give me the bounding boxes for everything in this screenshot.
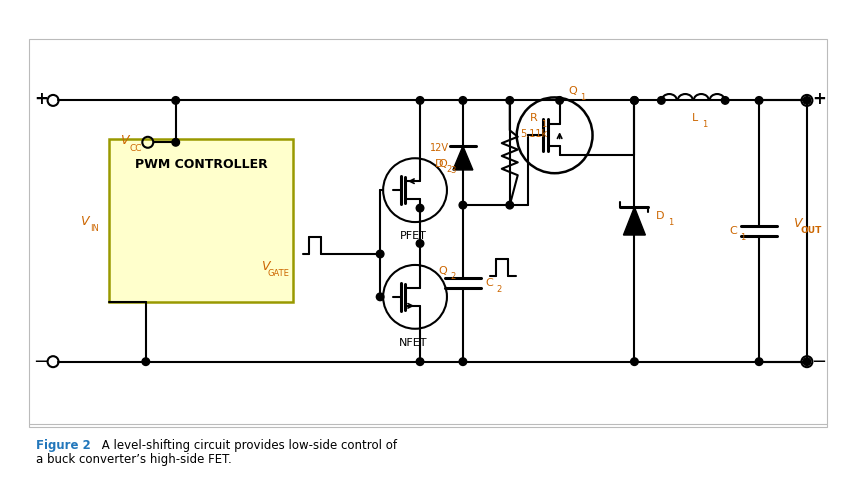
Polygon shape bbox=[453, 146, 473, 170]
Text: a buck converter’s high-side FET.: a buck converter’s high-side FET. bbox=[36, 453, 232, 466]
Text: V: V bbox=[261, 261, 269, 273]
Text: 1: 1 bbox=[580, 93, 585, 102]
Circle shape bbox=[657, 97, 665, 104]
Circle shape bbox=[377, 293, 384, 301]
Text: 1: 1 bbox=[668, 218, 673, 226]
Circle shape bbox=[803, 358, 811, 366]
Text: V: V bbox=[793, 217, 801, 229]
Text: PWM CONTROLLER: PWM CONTROLLER bbox=[135, 158, 268, 171]
Text: Q: Q bbox=[568, 86, 577, 97]
Polygon shape bbox=[624, 207, 645, 235]
Circle shape bbox=[631, 97, 638, 104]
Text: D: D bbox=[435, 159, 444, 169]
Text: 12V: 12V bbox=[430, 143, 449, 153]
Circle shape bbox=[377, 250, 384, 258]
Text: 1: 1 bbox=[703, 120, 708, 129]
Text: Q: Q bbox=[438, 159, 447, 169]
Circle shape bbox=[506, 201, 514, 209]
Text: 1: 1 bbox=[740, 233, 746, 242]
Text: A level-shifting circuit provides low-side control of: A level-shifting circuit provides low-si… bbox=[98, 439, 401, 452]
Text: 3: 3 bbox=[450, 166, 456, 175]
Text: NFET: NFET bbox=[399, 338, 427, 348]
Circle shape bbox=[172, 139, 179, 146]
Circle shape bbox=[459, 97, 467, 104]
Circle shape bbox=[556, 97, 564, 104]
Circle shape bbox=[459, 358, 467, 366]
Circle shape bbox=[172, 97, 179, 104]
Circle shape bbox=[416, 97, 424, 104]
Text: Q: Q bbox=[438, 266, 447, 276]
Text: 2: 2 bbox=[450, 272, 456, 281]
Text: V: V bbox=[119, 134, 128, 147]
FancyBboxPatch shape bbox=[29, 39, 827, 427]
Text: 1: 1 bbox=[541, 120, 547, 129]
Circle shape bbox=[459, 201, 467, 209]
Text: 2: 2 bbox=[496, 285, 501, 294]
Circle shape bbox=[416, 204, 424, 212]
Circle shape bbox=[755, 358, 763, 366]
Circle shape bbox=[416, 240, 424, 247]
Circle shape bbox=[416, 358, 424, 366]
Circle shape bbox=[142, 358, 149, 366]
Circle shape bbox=[803, 97, 811, 104]
Text: IN: IN bbox=[90, 223, 100, 233]
Circle shape bbox=[631, 358, 638, 366]
Text: PFET: PFET bbox=[400, 231, 426, 241]
Text: Figure 2: Figure 2 bbox=[36, 439, 91, 452]
Text: L: L bbox=[692, 113, 698, 123]
Text: V: V bbox=[80, 215, 88, 227]
FancyBboxPatch shape bbox=[109, 139, 293, 302]
Circle shape bbox=[755, 97, 763, 104]
Text: +: + bbox=[34, 91, 48, 108]
Circle shape bbox=[722, 97, 729, 104]
Text: C: C bbox=[729, 226, 737, 236]
Text: −: − bbox=[812, 353, 826, 370]
Text: C: C bbox=[485, 278, 492, 289]
Circle shape bbox=[631, 97, 638, 104]
Text: −: − bbox=[33, 353, 49, 370]
Text: R: R bbox=[530, 113, 538, 123]
Circle shape bbox=[506, 97, 514, 104]
Text: D: D bbox=[656, 211, 665, 221]
Text: CC: CC bbox=[130, 144, 142, 153]
Text: +: + bbox=[812, 91, 826, 108]
Text: GATE: GATE bbox=[268, 270, 289, 278]
Text: 5.11k: 5.11k bbox=[520, 129, 547, 139]
Text: 2: 2 bbox=[446, 166, 451, 174]
Text: OUT: OUT bbox=[801, 225, 822, 235]
